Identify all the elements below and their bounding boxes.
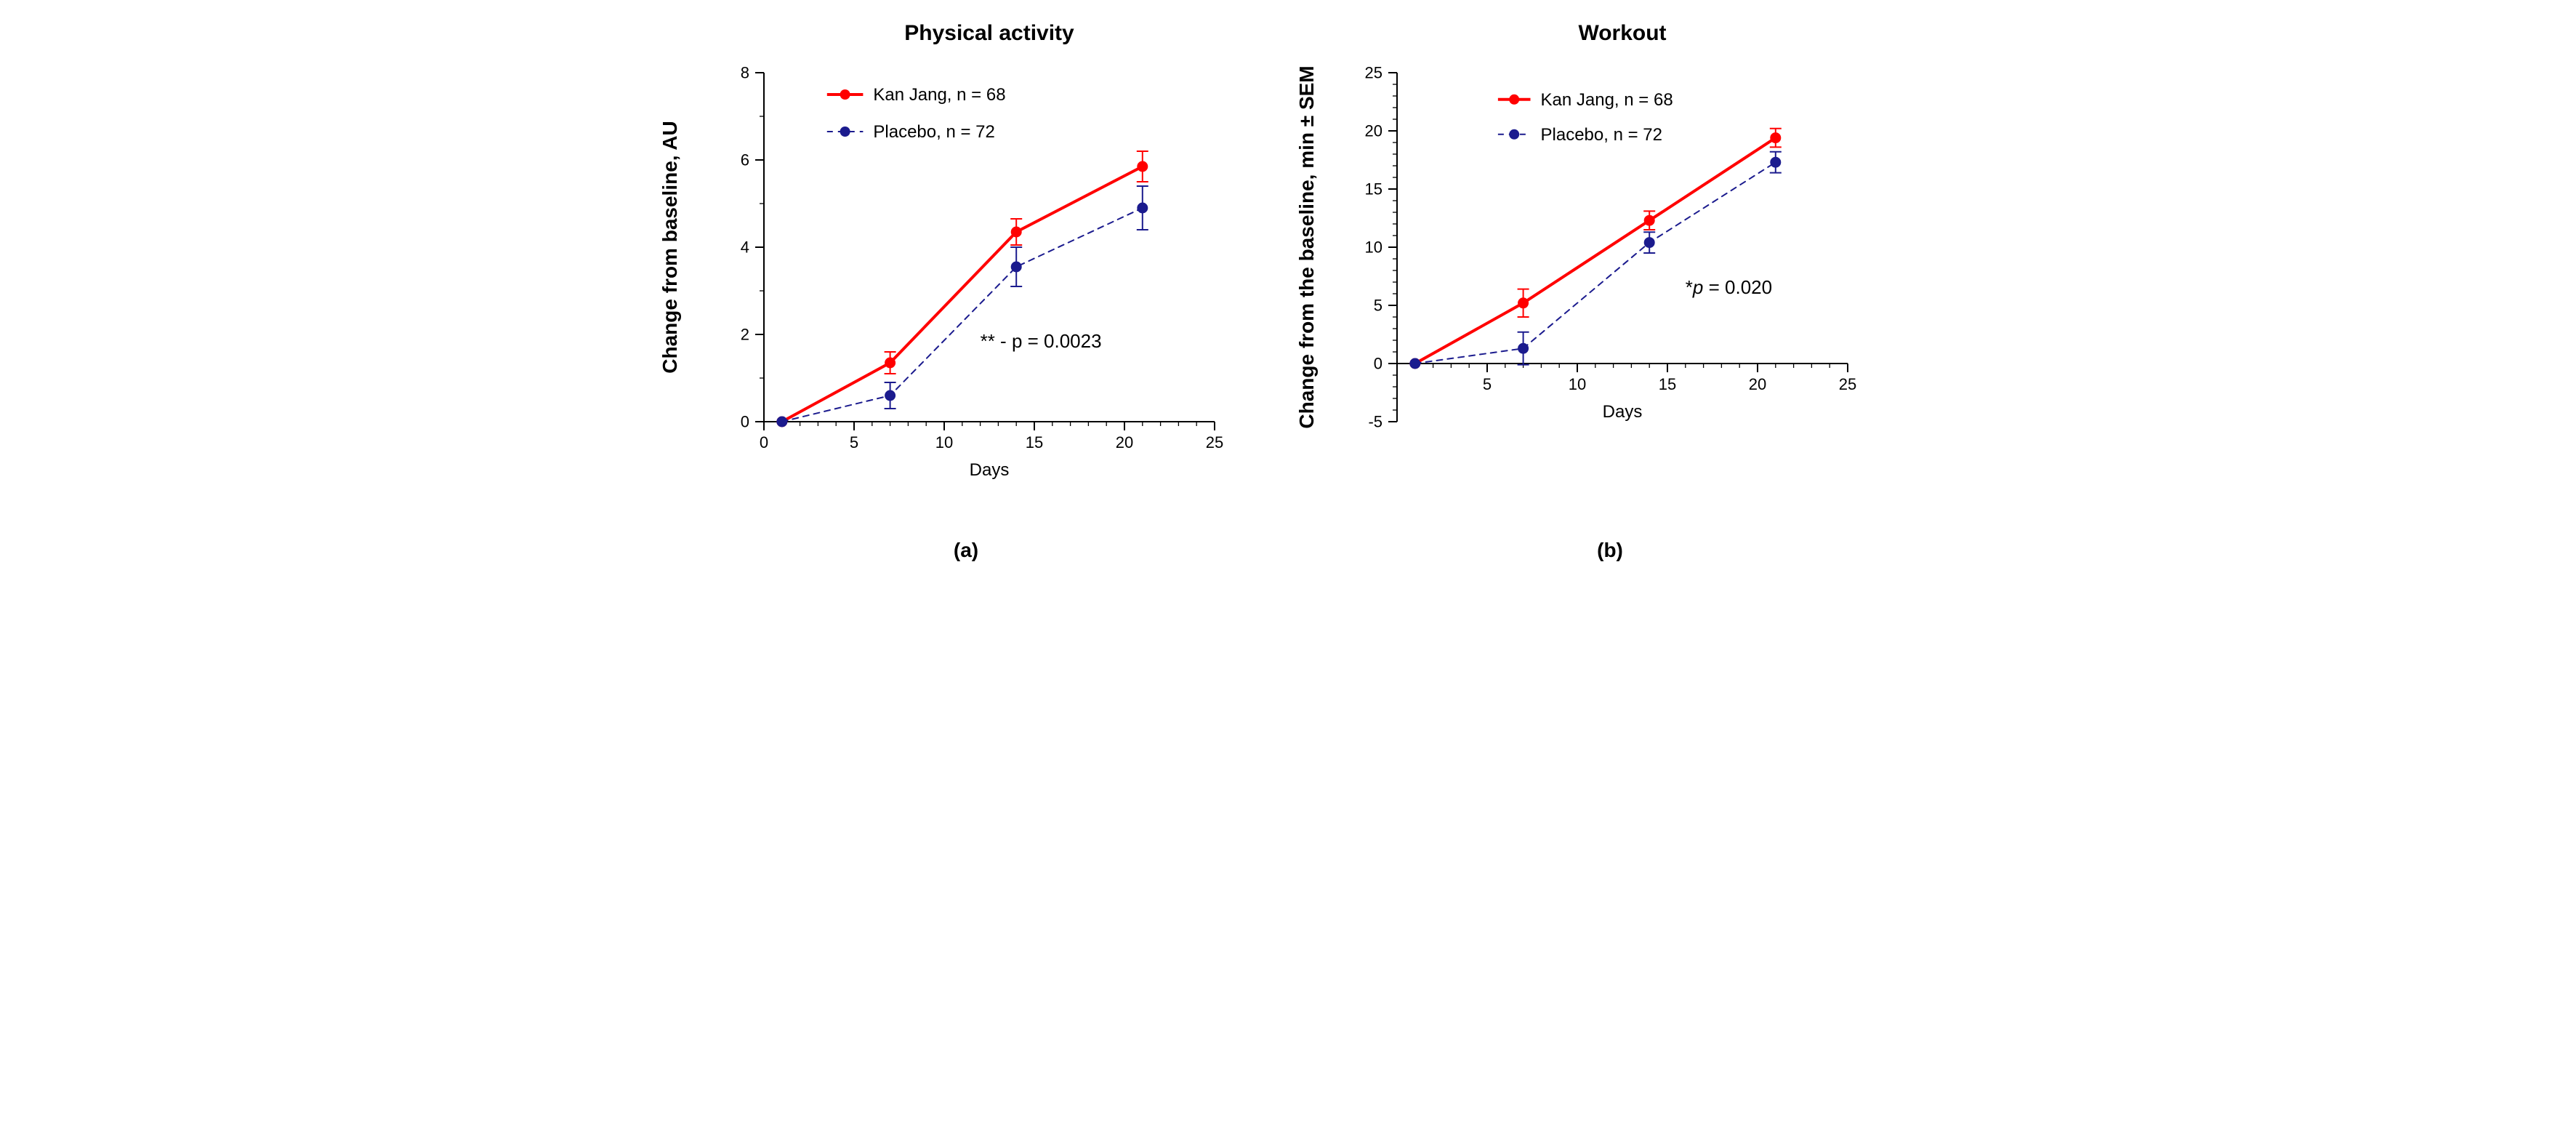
legend-marker [1509,95,1519,105]
legend-label: Kan Jang, n = 68 [873,85,1005,105]
y-tick-label: 15 [1365,180,1382,198]
data-marker [1410,358,1420,369]
data-marker [1011,227,1021,237]
series-line [782,166,1143,422]
legend-marker [1509,129,1519,140]
data-marker [885,358,895,368]
x-tick-label: 20 [1116,433,1133,451]
y-tick-label: 25 [1365,63,1382,81]
y-tick-label: 0 [1374,354,1382,372]
subcaption-a: (a) [954,539,978,562]
data-marker [1771,157,1781,167]
data-marker [1138,203,1148,213]
data-marker [1011,262,1021,272]
y-tick-label: 5 [1374,296,1382,314]
chart-title: Physical activity [904,21,1074,45]
x-tick-label: 0 [760,433,768,451]
legend-label: Kan Jang, n = 68 [1541,90,1673,110]
p-value-annotation: ** - p = 0.0023 [981,330,1102,352]
x-tick-label: 5 [850,433,858,451]
data-marker [1518,343,1529,353]
figure-container: Physical activity 0 5 10 15 20 25 0 2 4 6 8 Days Chan… [644,0,1932,566]
data-marker [1138,161,1148,172]
y-tick-label: 8 [741,63,749,81]
chart-title: Workout [1578,21,1666,45]
series-line [782,208,1143,422]
chart-svg: Workout 5 10 15 20 25 -5 0 5 10 15 20 25 Days Change f… [1288,0,1932,566]
x-tick-label: 10 [1569,375,1586,393]
legend-marker [840,127,850,137]
data-marker [1771,133,1781,143]
legend-label: Placebo, n = 72 [1541,125,1662,145]
x-axis-label: Days [1603,402,1643,422]
series-line [1415,138,1776,364]
y-axis-label: Change from the baseline, min ± SEM [1295,65,1318,428]
subcaption-b: (b) [1597,539,1623,562]
legend-label: Placebo, n = 72 [873,122,994,142]
y-tick-label: 2 [741,325,749,343]
x-tick-label: 15 [1659,375,1676,393]
p-value-annotation: *p = 0.020 [1686,276,1772,298]
data-marker [885,390,895,401]
y-tick-label: -5 [1368,412,1382,430]
panel-b: Workout 5 10 15 20 25 -5 0 5 10 15 20 25 Days Change f… [1288,0,1932,566]
y-axis-label: Change from baseline, AU [659,121,681,373]
data-marker [777,417,787,427]
x-tick-label: 20 [1749,375,1766,393]
data-marker [1518,298,1529,308]
y-tick-label: 0 [741,412,749,430]
y-tick-label: 4 [741,238,749,256]
data-marker [1644,215,1654,225]
chart-svg: Physical activity 0 5 10 15 20 25 0 2 4 6 8 Days Chan… [644,0,1288,566]
panel-a: Physical activity 0 5 10 15 20 25 0 2 4 6 8 Days Chan… [644,0,1288,566]
y-tick-label: 10 [1365,238,1382,256]
legend-marker [840,89,850,100]
x-tick-label: 25 [1206,433,1223,451]
x-tick-label: 10 [935,433,953,451]
x-axis-label: Days [970,460,1010,480]
x-tick-label: 25 [1839,375,1856,393]
y-tick-label: 6 [741,150,749,169]
y-tick-label: 20 [1365,121,1382,140]
x-tick-label: 15 [1026,433,1043,451]
x-tick-label: 5 [1483,375,1492,393]
data-marker [1644,238,1654,248]
